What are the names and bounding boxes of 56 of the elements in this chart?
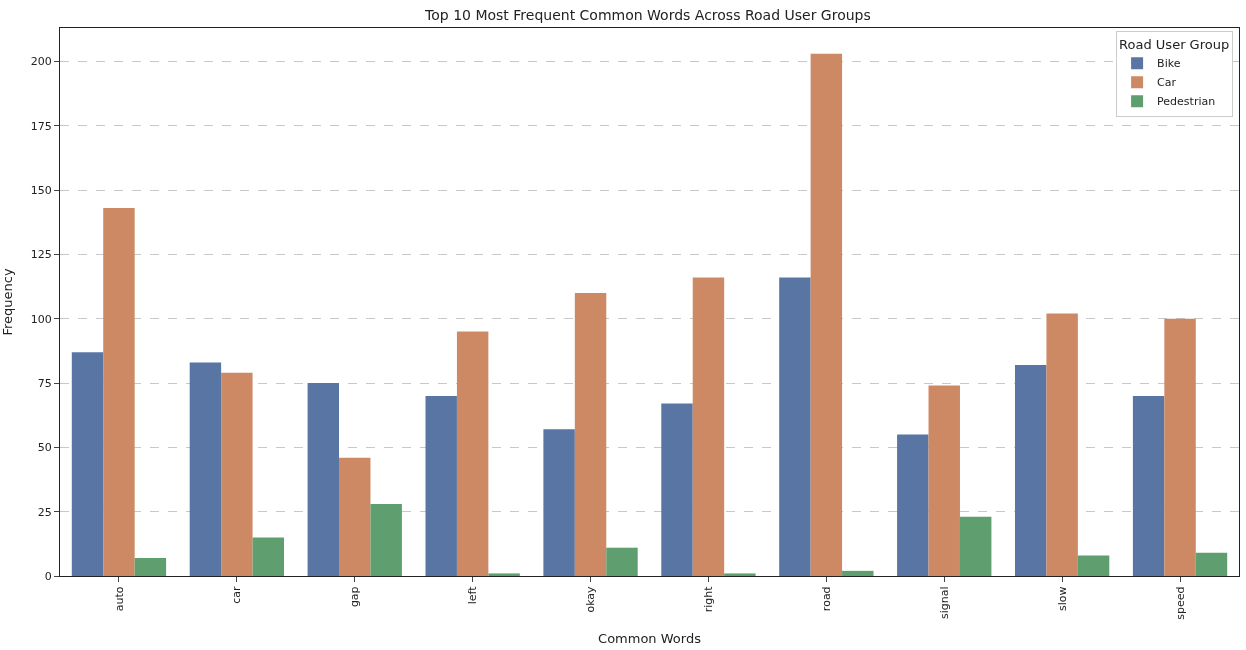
- y-tick-label: 50: [37, 441, 52, 455]
- bar: [897, 434, 929, 576]
- bar: [1046, 313, 1078, 576]
- bar: [1077, 555, 1110, 576]
- y-axis-title: Frequency: [0, 268, 15, 336]
- bar: [189, 362, 222, 576]
- bar: [370, 503, 402, 576]
- bar: [252, 537, 285, 576]
- x-tick-label: right: [702, 585, 716, 613]
- bar: [1014, 365, 1047, 576]
- bar: [779, 277, 811, 576]
- y-tick-label: 75: [37, 376, 52, 390]
- bar: [425, 395, 457, 576]
- bar: [103, 208, 135, 576]
- bar: [606, 547, 638, 576]
- y-tick-label: 25: [37, 505, 52, 519]
- y-tick-label: 200: [30, 55, 52, 69]
- x-tick-label: auto: [112, 586, 126, 612]
- bar: [134, 557, 167, 576]
- legend-label: Car: [1157, 76, 1177, 90]
- x-tick-label: okay: [584, 585, 598, 613]
- bar: [724, 573, 756, 576]
- bar: [928, 385, 960, 576]
- bar: [959, 516, 992, 576]
- legend-label: Bike: [1157, 57, 1181, 71]
- legend-title: Road User Group: [1119, 36, 1230, 52]
- x-tick-label: road: [819, 586, 833, 612]
- y-tick-label: 125: [30, 248, 52, 262]
- y-tick-label: 100: [30, 312, 52, 326]
- bar: [307, 383, 340, 576]
- x-tick-label: slow: [1055, 586, 1069, 611]
- bar: [1132, 395, 1165, 576]
- bar: [1195, 552, 1228, 576]
- bar: [543, 429, 575, 576]
- bar: [339, 457, 371, 576]
- bar: [842, 570, 874, 576]
- x-tick-label: speed: [1173, 586, 1187, 620]
- bar: [71, 352, 104, 576]
- bar: [692, 277, 725, 576]
- legend-label: Pedestrian: [1157, 95, 1216, 109]
- bar: [456, 331, 489, 576]
- bar: [488, 573, 520, 576]
- x-tick-label: left: [466, 585, 480, 605]
- y-tick-label: 175: [30, 119, 52, 133]
- y-tick-label: 0: [44, 569, 52, 583]
- x-tick-label: gap: [348, 586, 362, 608]
- x-axis-title: Common Words: [598, 631, 702, 647]
- bar: [1164, 318, 1196, 576]
- bar: [661, 403, 693, 576]
- bar: [810, 53, 843, 576]
- bar: [221, 372, 253, 576]
- x-tick-label: car: [230, 585, 244, 604]
- x-tick-label: signal: [937, 586, 951, 619]
- chart-title: Top 10 Most Frequent Common Words Across Road User Groups: [424, 6, 871, 23]
- y-tick-label: 150: [30, 183, 52, 197]
- bar: [574, 293, 607, 576]
